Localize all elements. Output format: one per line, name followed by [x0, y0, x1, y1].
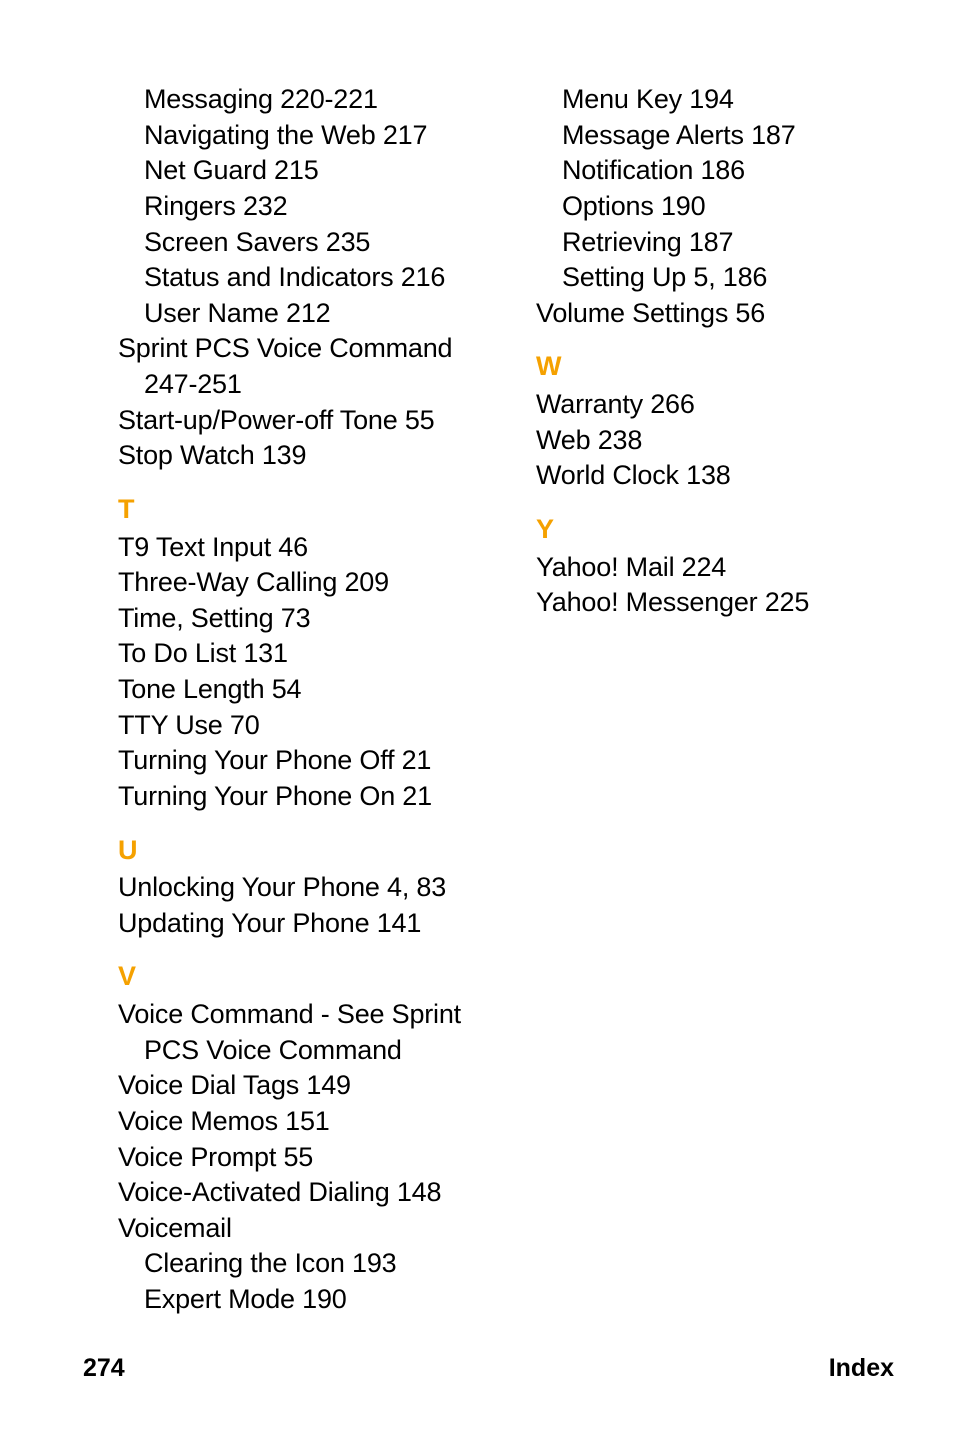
index-sub-entry: Retrieving 187 — [588, 225, 894, 261]
index-sub-entry: Setting Up 5, 186 — [588, 260, 894, 296]
section-letter-w: W — [536, 349, 894, 385]
index-sub-entry: Ringers 232 — [170, 189, 476, 225]
index-entry: Voice Prompt 55 — [144, 1140, 476, 1176]
index-entry: Voice-Activated Dialing 148 — [144, 1175, 476, 1211]
index-sub-entry: Notification 186 — [588, 153, 894, 189]
index-entry: Sprint PCS Voice Command 247-251 — [144, 331, 476, 402]
section-letter-u: U — [118, 833, 476, 869]
index-entry: Turning Your Phone Off 21 — [144, 743, 476, 779]
index-entry: Yahoo! Messenger 225 — [562, 585, 894, 621]
index-columns: Messaging 220-221 Navigating the Web 217… — [118, 82, 894, 1318]
index-sub-entry: Message Alerts 187 — [588, 118, 894, 154]
page: Messaging 220-221 Navigating the Web 217… — [0, 0, 954, 1431]
index-entry: Volume Settings 56 — [562, 296, 894, 332]
index-sub-entry: Messaging 220-221 — [170, 82, 476, 118]
index-sub-entry: Options 190 — [588, 189, 894, 225]
section-letter-v: V — [118, 959, 476, 995]
right-column: Menu Key 194 Message Alerts 187 Notifica… — [536, 82, 894, 1318]
index-entry: Three-Way Calling 209 — [144, 565, 476, 601]
index-entry: To Do List 131 — [144, 636, 476, 672]
index-entry: Time, Setting 73 — [144, 601, 476, 637]
left-column: Messaging 220-221 Navigating the Web 217… — [118, 82, 476, 1318]
index-sub-entry: Screen Savers 235 — [170, 225, 476, 261]
page-number: 274 — [83, 1354, 125, 1383]
index-sub-entry: Navigating the Web 217 — [170, 118, 476, 154]
index-entry: Voice Dial Tags 149 — [144, 1068, 476, 1104]
index-sub-entry: Clearing the Icon 193 — [170, 1246, 476, 1282]
index-entry: Web 238 — [562, 423, 894, 459]
index-entry: Voicemail — [144, 1211, 476, 1247]
section-letter-y: Y — [536, 512, 894, 548]
index-sub-entry: User Name 212 — [170, 296, 476, 332]
index-entry: Unlocking Your Phone 4, 83 — [144, 870, 476, 906]
section-letter-t: T — [118, 492, 476, 528]
index-sub-entry: Net Guard 215 — [170, 153, 476, 189]
index-entry: Turning Your Phone On 21 — [144, 779, 476, 815]
index-sub-entry: Status and Indicators 216 — [170, 260, 476, 296]
footer-label: Index — [829, 1354, 894, 1383]
index-entry: Stop Watch 139 — [144, 438, 476, 474]
index-entry: T9 Text Input 46 — [144, 530, 476, 566]
index-entry: Start-up/Power-off Tone 55 — [144, 403, 476, 439]
index-entry: World Clock 138 — [562, 458, 894, 494]
index-entry: TTY Use 70 — [144, 708, 476, 744]
index-entry: Warranty 266 — [562, 387, 894, 423]
index-sub-entry: Menu Key 194 — [588, 82, 894, 118]
index-entry: Tone Length 54 — [144, 672, 476, 708]
index-entry: Updating Your Phone 141 — [144, 906, 476, 942]
page-footer: 274 Index — [83, 1354, 894, 1383]
index-entry: Voice Command - See Sprint PCS Voice Com… — [144, 997, 476, 1068]
index-sub-entry: Expert Mode 190 — [170, 1282, 476, 1318]
index-entry: Voice Memos 151 — [144, 1104, 476, 1140]
index-entry: Yahoo! Mail 224 — [562, 550, 894, 586]
